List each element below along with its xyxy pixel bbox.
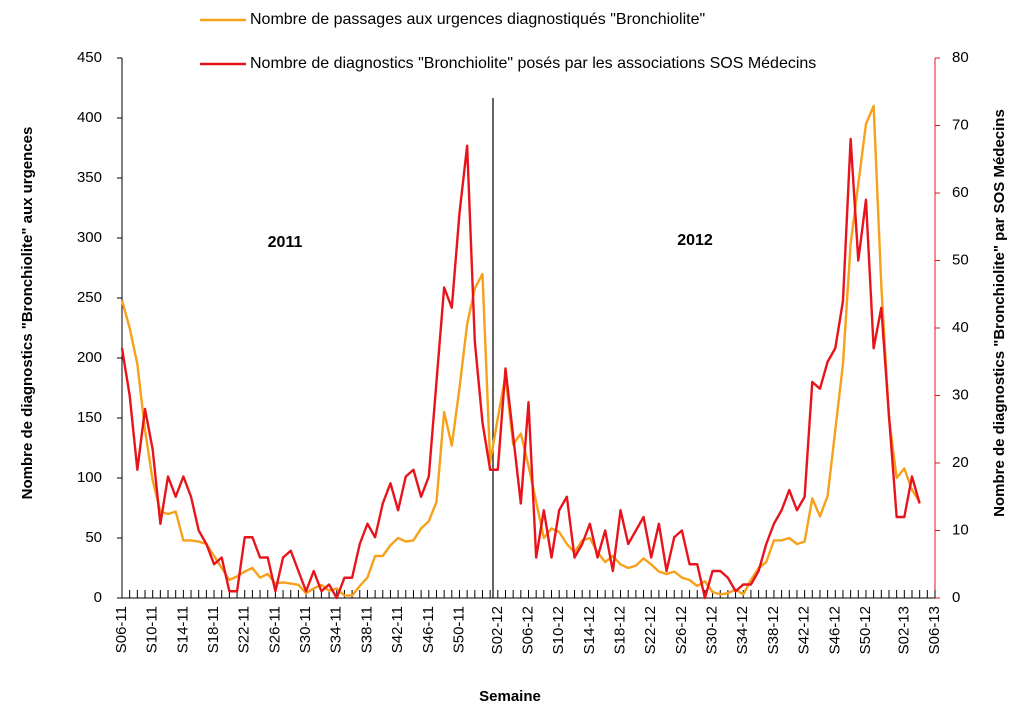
x-tick-label: S22-11 bbox=[236, 606, 253, 653]
x-tick-label: S50-12 bbox=[857, 606, 874, 654]
x-tick-label: S26-11 bbox=[266, 606, 283, 653]
y-tick-label: 0 bbox=[94, 589, 102, 606]
x-axis-title: Semaine bbox=[479, 688, 541, 705]
x-tick-label: S22-12 bbox=[642, 606, 659, 654]
y2-tick-label: 80 bbox=[952, 49, 969, 66]
x-tick-label: S06-13 bbox=[926, 606, 943, 654]
x-tick-label: S38-12 bbox=[765, 606, 782, 654]
y-tick-label: 450 bbox=[77, 49, 102, 66]
y2-tick-label: 60 bbox=[952, 184, 969, 201]
x-tick-label: S06-11 bbox=[113, 606, 130, 653]
legend-label: Nombre de passages aux urgences diagnost… bbox=[250, 11, 706, 28]
y2-tick-label: 30 bbox=[952, 386, 969, 403]
y-tick-label: 200 bbox=[77, 349, 102, 366]
series-line bbox=[120, 137, 921, 600]
x-tick-label: S14-12 bbox=[581, 606, 598, 654]
y-tick-label: 250 bbox=[77, 289, 102, 306]
y2-tick-label: 0 bbox=[952, 589, 960, 606]
y-tick-label: 100 bbox=[77, 469, 102, 486]
y2-axis-title: Nombre de diagnostics "Bronchiolite" par… bbox=[991, 109, 1008, 517]
y-tick-label: 350 bbox=[77, 169, 102, 186]
x-tick-label: S50-11 bbox=[450, 606, 467, 653]
y-tick-label: 50 bbox=[85, 529, 102, 546]
x-tick-label: S30-11 bbox=[297, 606, 314, 653]
x-tick-label: S46-12 bbox=[826, 606, 843, 654]
x-tick-label: S42-11 bbox=[389, 606, 406, 653]
x-tick-label: S14-11 bbox=[174, 606, 191, 653]
x-tick-label: S18-12 bbox=[612, 606, 629, 654]
y2-tick-label: 40 bbox=[952, 319, 969, 336]
x-tick-label: S34-12 bbox=[734, 606, 751, 654]
legend-label: Nombre de diagnostics "Bronchiolite" pos… bbox=[250, 55, 817, 72]
y-tick-label: 300 bbox=[77, 229, 102, 246]
x-tick-label: S02-13 bbox=[895, 606, 912, 654]
y-axis-title: Nombre de diagnostics "Bronchiolite" aux… bbox=[19, 126, 36, 500]
x-tick-label: S10-12 bbox=[550, 606, 567, 654]
x-tick-label: S30-12 bbox=[704, 606, 721, 654]
x-tick-label: S02-12 bbox=[489, 606, 506, 654]
x-tick-label: S38-11 bbox=[358, 606, 375, 653]
x-tick-label: S42-12 bbox=[796, 606, 813, 654]
x-tick-label: S46-11 bbox=[420, 606, 437, 653]
annotation: 2012 bbox=[677, 232, 713, 249]
y-tick-label: 400 bbox=[77, 109, 102, 126]
x-tick-label: S18-11 bbox=[205, 606, 222, 653]
y2-tick-label: 10 bbox=[952, 521, 969, 538]
x-tick-label: S34-11 bbox=[328, 606, 345, 653]
annotation: 2011 bbox=[268, 234, 303, 251]
x-tick-label: S10-11 bbox=[144, 606, 161, 653]
series-line bbox=[120, 104, 921, 597]
x-tick-label: S06-12 bbox=[519, 606, 536, 654]
y2-tick-label: 70 bbox=[952, 116, 969, 133]
y-tick-label: 150 bbox=[77, 409, 102, 426]
y2-tick-label: 50 bbox=[952, 251, 969, 268]
x-tick-label: S26-12 bbox=[673, 606, 690, 654]
y2-tick-label: 20 bbox=[952, 454, 969, 471]
